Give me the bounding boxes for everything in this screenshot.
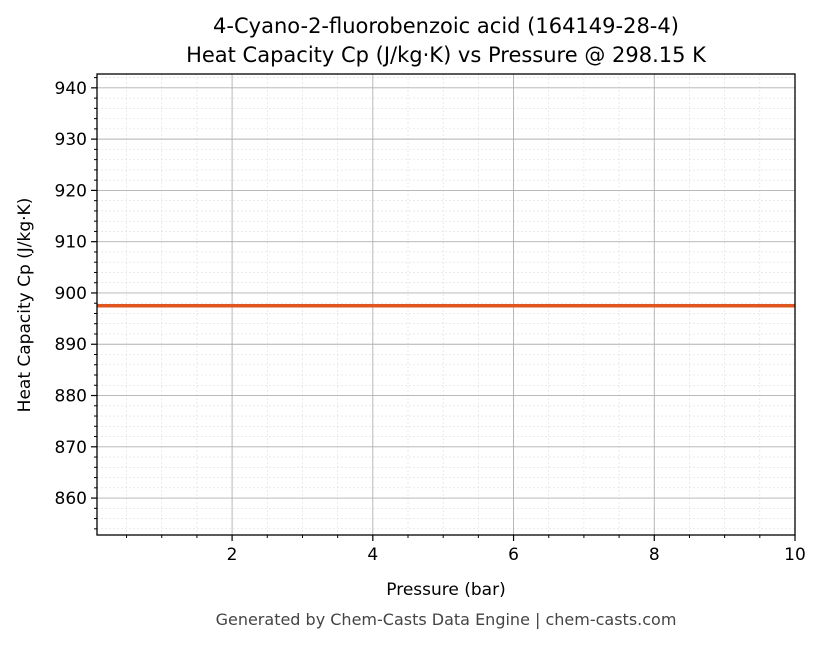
ticks: 2 4 6 8 10 860 870 880 890 900 910 920 930 940 <box>55 77 806 565</box>
chart-title-line1: 4-Cyano-2-fluorobenzoic acid (164149-28-… <box>213 14 679 38</box>
plot-frame <box>96 73 796 536</box>
x-tick-label: 10 <box>784 545 806 565</box>
x-tick-label: 4 <box>367 545 378 565</box>
y-tick-label: 880 <box>55 387 87 407</box>
grid <box>97 74 796 535</box>
chart-title-line2: Heat Capacity Cp (J/kg·K) vs Pressure @ … <box>186 43 707 67</box>
x-axis-label: Pressure (bar) <box>386 580 505 600</box>
y-tick-label: 920 <box>55 181 87 201</box>
y-tick-label: 900 <box>55 284 87 304</box>
x-tick-label: 2 <box>227 545 238 565</box>
y-tick-label: 940 <box>55 79 87 99</box>
y-tick-label: 890 <box>55 335 87 355</box>
x-tick-label: 6 <box>508 545 519 565</box>
y-tick-label: 930 <box>55 130 87 150</box>
y-tick-label: 910 <box>55 233 87 253</box>
x-tick-label: 8 <box>649 545 660 565</box>
footer: Generated by Chem-Casts Data Engine | ch… <box>216 610 677 629</box>
y-tick-label: 860 <box>55 489 87 509</box>
y-tick-label: 870 <box>55 438 87 458</box>
y-axis-label: Heat Capacity Cp (J/kg·K) <box>15 198 35 413</box>
